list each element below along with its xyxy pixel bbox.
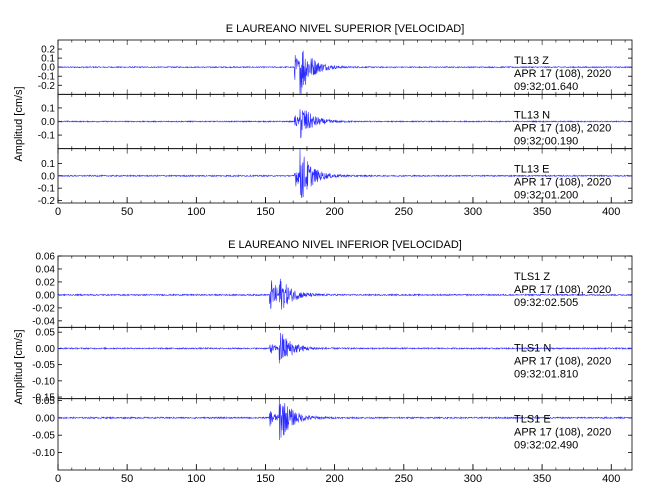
y-tick-label: -0.10 <box>32 448 55 459</box>
record-time-label: 09:32:01.200 <box>514 190 578 202</box>
y-tick-label: 0.1 <box>41 103 55 114</box>
record-date-label: APR 17 (108), 2020 <box>514 122 611 134</box>
record-time-label: 09:32:01.810 <box>514 368 578 380</box>
y-tick-label: -0.10 <box>32 376 55 387</box>
x-tick-label: 150 <box>256 206 274 218</box>
y-tick-label: -0.2 <box>38 196 56 207</box>
upper-level-chart: E LAUREANO NIVEL SUPERIOR [VELOCIDAD] Am… <box>13 23 633 218</box>
x-tick-label: 250 <box>395 206 413 218</box>
y-tick-label: 0.02 <box>36 277 56 288</box>
y-tick-label: 0.0 <box>41 171 55 182</box>
x-tick-label: 350 <box>533 473 551 485</box>
station-channel-label: TLS1 E <box>514 414 551 426</box>
record-date-label: APR 17 (108), 2020 <box>514 68 611 80</box>
x-tick-label: 400 <box>602 473 620 485</box>
y-tick-label: 0.05 <box>36 328 56 339</box>
chart-title: E LAUREANO NIVEL INFERIOR [VELOCIDAD] <box>228 239 462 251</box>
x-tick-label: 400 <box>602 206 620 218</box>
x-tick-label: 150 <box>256 473 274 485</box>
y-tick-label: 0.2 <box>41 45 55 56</box>
y-tick-label: -0.2 <box>38 81 56 92</box>
y-tick-label: -0.1 <box>38 131 56 142</box>
station-channel-label: TLS1 N <box>514 342 551 354</box>
y-tick-label: 0.0 <box>41 63 55 74</box>
y-tick-label: 0.0 <box>41 117 55 128</box>
station-channel-label: TL13 Z <box>514 55 549 67</box>
y-tick-label: 0.05 <box>36 396 56 407</box>
x-tick-label: 50 <box>121 473 133 485</box>
x-tick-label: 300 <box>464 473 482 485</box>
waveform-trace <box>57 332 633 364</box>
x-tick-label: 50 <box>121 206 133 218</box>
x-tick-label: 100 <box>187 206 205 218</box>
y-tick-label: -0.02 <box>32 303 55 314</box>
chart-title: E LAUREANO NIVEL SUPERIOR [VELOCIDAD] <box>226 23 465 35</box>
y-axis-label: Amplitud [cm/s] <box>13 329 25 404</box>
y-tick-label: -0.1 <box>38 184 56 195</box>
x-tick-label: 0 <box>55 206 61 218</box>
y-tick-label: -0.04 <box>32 316 55 327</box>
record-time-label: 09:32:01.640 <box>514 81 578 93</box>
y-tick-label: 0.00 <box>36 344 56 355</box>
y-tick-label: -0.05 <box>32 360 55 371</box>
x-tick-label: 350 <box>533 206 551 218</box>
y-tick-label: 0.06 <box>36 252 56 263</box>
y-axis-label: Amplitud [cm/s] <box>13 86 25 161</box>
y-tick-label: 0.1 <box>41 54 55 65</box>
record-date-label: APR 17 (108), 2020 <box>514 284 611 296</box>
y-tick-label: 0.04 <box>36 264 56 275</box>
y-tick-label: 0.00 <box>36 290 56 301</box>
station-channel-label: TL13 N <box>514 109 550 121</box>
y-tick-label: 0.1 <box>41 159 55 170</box>
y-tick-label: -0.1 <box>38 72 56 83</box>
x-tick-label: 200 <box>325 473 343 485</box>
x-tick-label: 100 <box>187 473 205 485</box>
record-time-label: 09:32:02.490 <box>514 440 578 452</box>
x-tick-label: 200 <box>325 206 343 218</box>
record-date-label: APR 17 (108), 2020 <box>514 427 611 439</box>
waveform-trace <box>57 109 633 139</box>
waveform-trace <box>57 398 633 441</box>
x-tick-label: 300 <box>464 206 482 218</box>
x-tick-label: 250 <box>395 473 413 485</box>
waveform-trace <box>57 50 633 95</box>
waveform-trace <box>57 148 633 199</box>
lower-level-chart: E LAUREANO NIVEL INFERIOR [VELOCIDAD] Am… <box>13 239 633 485</box>
station-channel-label: TL13 E <box>514 164 549 176</box>
waveform-trace <box>57 278 633 310</box>
station-channel-label: TLS1 Z <box>514 271 550 283</box>
y-tick-label: -0.15 <box>32 393 55 404</box>
panel-frame <box>57 398 633 471</box>
record-date-label: APR 17 (108), 2020 <box>514 177 611 189</box>
record-time-label: 09:32:00.190 <box>514 135 578 147</box>
y-tick-label: 0.00 <box>36 413 56 424</box>
record-time-label: 09:32:02.505 <box>514 297 578 309</box>
y-tick-label: -0.05 <box>32 431 55 442</box>
record-date-label: APR 17 (108), 2020 <box>514 355 611 367</box>
x-tick-label: 0 <box>55 473 61 485</box>
